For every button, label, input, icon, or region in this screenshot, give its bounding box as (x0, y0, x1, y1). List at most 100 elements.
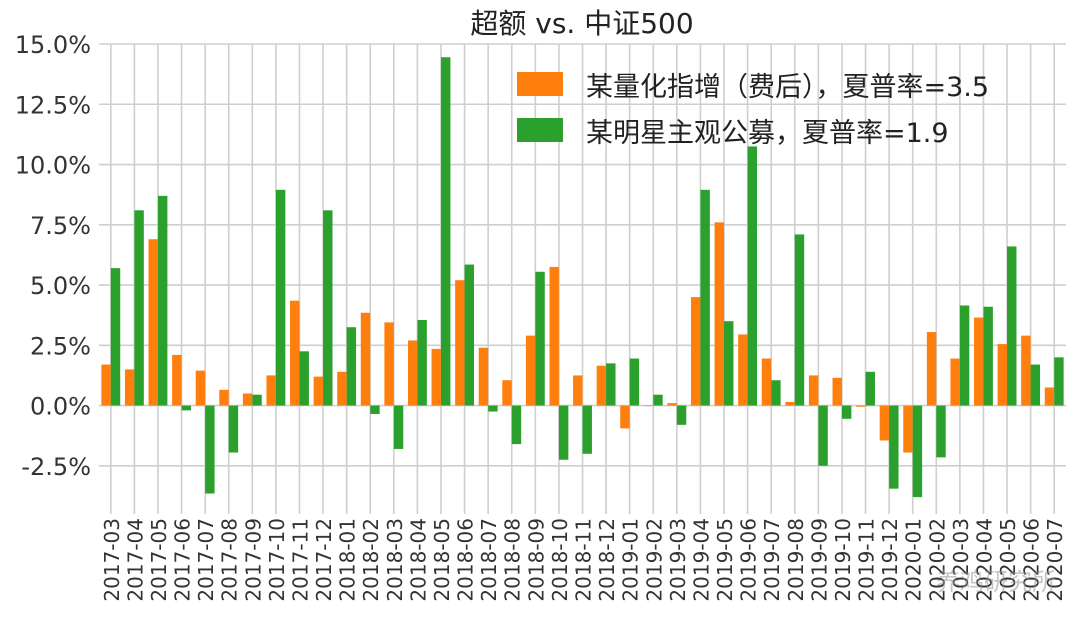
x-tick-label: 2019-12 (878, 518, 902, 602)
x-tick-label: 2017-07 (194, 518, 218, 602)
x-tick-label: 2019-06 (737, 518, 761, 602)
bar-quant-2020-01 (903, 405, 913, 453)
bar-quant-2017-07 (195, 370, 206, 406)
bar-fund-2017-05 (157, 195, 168, 406)
x-tick-label: 2019-08 (784, 518, 808, 602)
bar-fund-2018-08 (511, 405, 522, 445)
bar-fund-2017-09 (252, 394, 262, 406)
bar-fund-2018-06 (464, 264, 475, 406)
bar-fund-2020-04 (983, 306, 993, 406)
x-tick-label: 2017-03 (100, 518, 124, 602)
y-tick-label: 2.5% (30, 332, 91, 360)
bar-quant-2018-07 (478, 347, 489, 406)
y-tick-label: 0.0% (30, 393, 91, 421)
bar-fund-2018-04 (417, 319, 427, 406)
x-tick-label: 2020-05 (996, 518, 1020, 602)
x-tick-label: 2018-09 (524, 518, 548, 602)
bar-quant-2017-12 (313, 376, 324, 406)
x-tick-label: 2018-12 (595, 518, 619, 602)
bar-quant-2020-04 (974, 317, 984, 406)
x-tick-label: 2019-04 (689, 518, 713, 602)
bar-quant-2018-02 (360, 312, 371, 406)
y-axis-ticks: -2.5% 0.0% 2.5% 5.0% 7.5% 10.0% 12.5% 15.0% (15, 31, 91, 481)
bar-quant-2020-03 (950, 358, 960, 406)
bar-fund-2020-02 (936, 405, 946, 458)
bar-fund-2017-10 (275, 189, 286, 406)
bar-quant-2017-06 (172, 354, 182, 406)
bar-fund-2017-11 (299, 351, 309, 406)
y-tick-label: 10.0% (15, 152, 91, 180)
x-tick-label: 2020-03 (949, 518, 973, 602)
bar-quant-2019-08 (785, 401, 795, 406)
bar-fund-2018-05 (440, 57, 451, 406)
x-tick-label: 2018-03 (383, 518, 407, 602)
bar-quant-2019-11 (856, 405, 866, 407)
y-tick-label: 5.0% (30, 272, 91, 300)
bar-quant-2018-08 (502, 380, 512, 406)
bar-fund-2019-12 (889, 405, 899, 489)
bar-fund-2017-12 (323, 210, 333, 406)
bar-quant-2018-04 (407, 340, 418, 406)
bar-fund-2019-04 (700, 189, 710, 406)
x-tick-label: 2018-02 (359, 518, 383, 602)
bar-fund-2019-11 (865, 371, 875, 406)
bar-fund-2018-03 (393, 405, 404, 449)
bar-quant-2017-08 (219, 389, 229, 406)
bar-quant-2018-12 (596, 365, 607, 406)
x-tick-label: 2019-11 (855, 518, 879, 602)
bar-fund-2018-07 (488, 405, 498, 412)
bar-fund-2018-09 (535, 271, 545, 406)
bar-quant-2017-04 (124, 369, 135, 406)
x-tick-label: 2019-10 (831, 518, 855, 602)
x-tick-label: 2018-05 (430, 518, 454, 602)
bar-quant-2019-02 (643, 405, 654, 407)
bar-fund-2017-08 (228, 405, 239, 453)
bar-quant-2019-07 (761, 358, 772, 406)
x-tick-label: 2017-05 (147, 518, 171, 602)
bar-fund-2019-10 (841, 405, 852, 419)
x-tick-label: 2018-06 (454, 518, 478, 602)
bar-quant-2017-03 (101, 364, 111, 406)
bars (101, 57, 1064, 498)
bar-fund-2020-05 (1007, 246, 1017, 406)
bar-fund-2018-02 (370, 405, 380, 414)
x-tick-label: 2019-07 (760, 518, 784, 602)
bar-quant-2020-06 (1021, 335, 1031, 406)
x-tick-label: 2018-04 (406, 518, 430, 602)
x-tick-label: 2020-01 (902, 518, 926, 602)
legend: 某量化指增（费后），夏普率=3.5 某明星主观公募，夏普率=1.9 (517, 72, 989, 149)
x-tick-label: 2018-10 (548, 518, 572, 602)
bar-quant-2018-11 (573, 375, 583, 406)
bar-fund-2017-06 (181, 405, 191, 411)
bar-quant-2019-01 (620, 405, 630, 429)
x-tick-label: 2019-03 (666, 518, 690, 602)
bar-quant-2019-09 (808, 375, 819, 406)
bar-fund-2020-07 (1054, 357, 1064, 406)
bar-fund-2020-03 (959, 305, 970, 406)
bar-quant-2018-10 (549, 266, 559, 406)
bar-quant-2020-07 (1044, 387, 1055, 406)
watermark: 养鸡研究所 (936, 568, 1056, 596)
x-tick-label: 2017-06 (171, 518, 195, 602)
bar-fund-2017-04 (134, 210, 144, 406)
bar-quant-2018-03 (384, 322, 394, 406)
bar-quant-2019-12 (879, 405, 890, 441)
x-axis-ticks: 2017-03 2017-04 2017-05 2017-06 2017-07 2017-… (100, 518, 1067, 602)
x-tick-label: 2018-08 (501, 518, 525, 602)
x-tick-label: 2020-04 (972, 518, 996, 602)
x-tick-label: 2018-07 (477, 518, 501, 602)
bar-quant-2017-09 (242, 393, 253, 406)
x-tick-label: 2020-06 (1020, 518, 1044, 602)
legend-label-quant: 某量化指增（费后），夏普率=3.5 (586, 72, 989, 103)
x-tick-label: 2019-09 (807, 518, 831, 602)
bar-fund-2020-01 (912, 405, 923, 498)
bar-quant-2019-10 (832, 377, 842, 406)
x-tick-label: 2018-01 (336, 518, 360, 602)
chart-title: 超额 vs. 中证500 (470, 7, 693, 40)
bar-fund-2020-06 (1030, 364, 1041, 406)
y-tick-label: 15.0% (15, 31, 91, 59)
x-tick-label: 2019-05 (713, 518, 737, 602)
bar-fund-2019-03 (676, 405, 687, 425)
